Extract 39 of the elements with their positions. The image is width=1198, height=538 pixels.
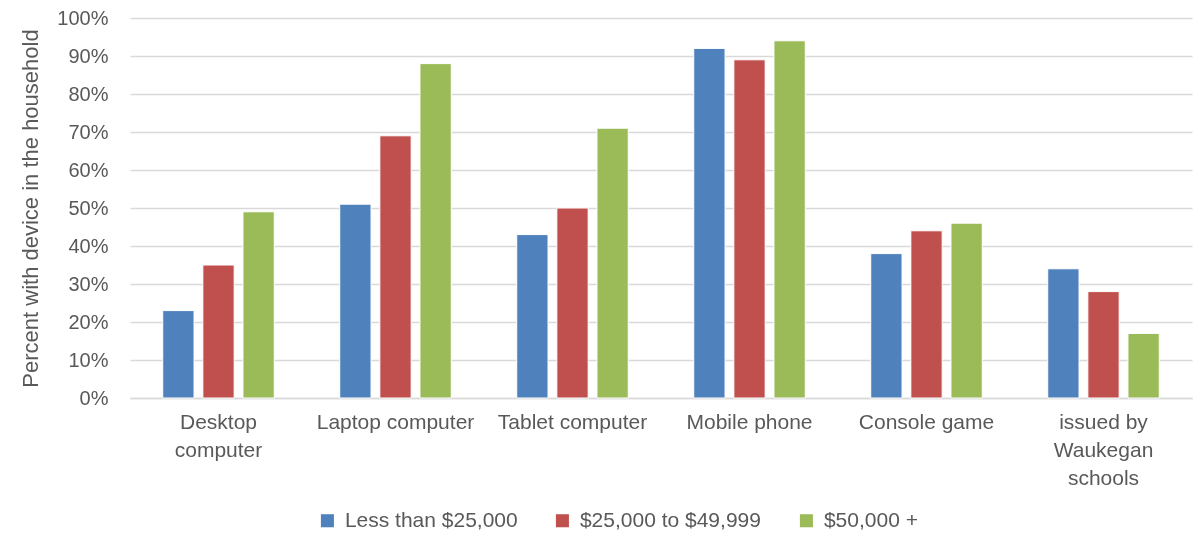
y-tick-label: 70% xyxy=(68,120,109,143)
bar xyxy=(1127,332,1160,399)
bar xyxy=(910,230,943,399)
y-tick-label: 20% xyxy=(68,310,109,333)
x-tick-label: Tablet computer xyxy=(497,409,648,433)
bar xyxy=(1047,268,1080,399)
bar xyxy=(516,234,549,399)
legend-label: $25,000 to $49,999 xyxy=(579,507,761,531)
bar xyxy=(556,207,589,399)
bar xyxy=(950,222,983,399)
bar xyxy=(419,63,452,399)
x-tick-label: issued by Waukegan schools xyxy=(1053,409,1154,489)
y-tick-label: 10% xyxy=(68,348,109,371)
bar xyxy=(773,40,806,399)
bar xyxy=(733,59,766,399)
y-tick-label: 30% xyxy=(68,272,109,295)
bar xyxy=(379,135,412,399)
y-tick-label: 90% xyxy=(68,44,109,67)
bar xyxy=(870,253,903,399)
y-tick-label: 50% xyxy=(68,196,109,219)
bar xyxy=(242,211,275,399)
bar xyxy=(202,264,235,399)
bar xyxy=(693,47,726,399)
y-tick-label: 100% xyxy=(57,6,109,29)
bar xyxy=(162,310,195,399)
x-tick-label: Desktop computer xyxy=(174,409,263,461)
bar xyxy=(596,127,629,399)
x-tick-label: Laptop computer xyxy=(316,409,475,433)
x-tick-label: Mobile phone xyxy=(686,409,813,433)
y-tick-label: 0% xyxy=(79,386,109,409)
bar xyxy=(1087,291,1120,399)
y-axis-title: Percent with device in the household xyxy=(18,29,44,388)
legend-label: $50,000 + xyxy=(823,507,918,531)
legend-label: Less than $25,000 xyxy=(344,507,518,531)
x-tick-label: Console game xyxy=(858,409,995,433)
y-tick-label: 80% xyxy=(68,82,109,105)
bar xyxy=(339,203,372,399)
y-tick-label: 40% xyxy=(68,234,109,257)
y-tick-label: 60% xyxy=(68,158,109,181)
